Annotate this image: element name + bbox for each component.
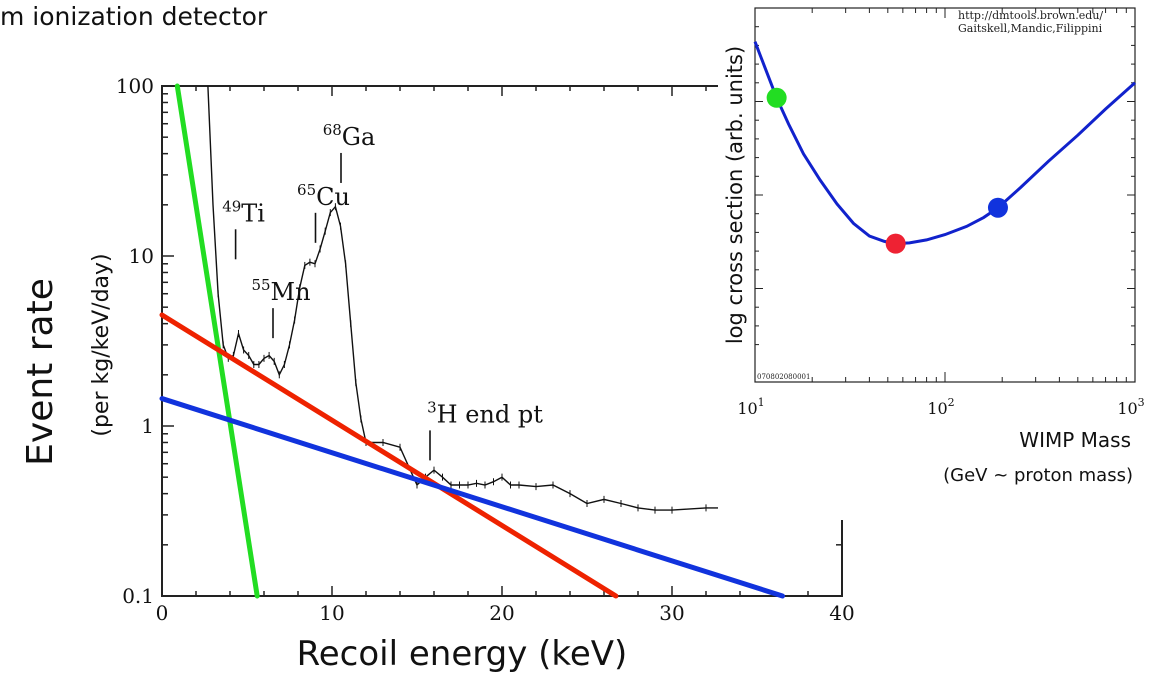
inset-credit-authors: Gaitskell,Mandic,Filippini: [958, 22, 1103, 35]
peak-label: 49Ti: [222, 197, 265, 227]
x-tick-label: 30: [659, 601, 684, 625]
overlay-line-0: [174, 83, 260, 599]
x-axis-label: Recoil energy (keV): [297, 634, 628, 674]
curve-marker-1: [885, 233, 906, 254]
inset-background: [718, 0, 1157, 520]
curve-marker-0: [766, 87, 787, 108]
y-tick-label: 100: [116, 74, 154, 98]
inset-plot-id: 070802080001: [757, 373, 810, 381]
inset-x-axis-label: WIMP Mass: [1019, 428, 1131, 452]
inset-x-tick-label: 101: [737, 396, 764, 418]
y-tick-label: 10: [129, 244, 154, 268]
overlay-line-2: [159, 396, 785, 599]
y-axis-sublabel: (per kg/keV/day): [89, 253, 114, 436]
x-tick-label: 40: [829, 601, 854, 625]
peak-label: 65Cu: [297, 181, 350, 211]
y-axis-label: Event rate: [20, 278, 61, 466]
x-tick-label: 10: [319, 601, 344, 625]
inset-x-tick-label: 103: [1117, 396, 1144, 418]
curve-marker-2: [987, 197, 1008, 218]
x-tick-label: 20: [489, 601, 514, 625]
peak-label: 3H end pt: [427, 398, 543, 428]
y-tick-label: 1: [141, 414, 154, 438]
inset-y-axis-label: log cross section (arb. units): [723, 46, 747, 344]
peak-label: 68Ga: [323, 121, 376, 151]
y-tick-label: 0.1: [122, 584, 154, 608]
inset-x-axis-sublabel: (GeV ~ proton mass): [943, 465, 1133, 486]
peak-label: 55Mn: [251, 276, 310, 306]
inset-credit-url: http://dmtools.brown.edu/: [958, 9, 1103, 22]
inset-x-tick-label: 102: [927, 396, 954, 418]
x-tick-label: 0: [156, 601, 169, 625]
slide-title: m ionization detector: [0, 2, 268, 31]
overlay-line-1: [159, 312, 619, 599]
